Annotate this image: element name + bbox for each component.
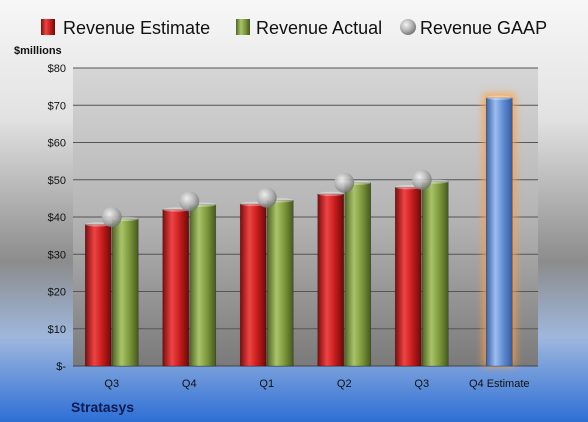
x-tick-label: Q4 Estimate	[469, 378, 530, 390]
bars	[84, 93, 516, 367]
bar-revenue-actual	[421, 181, 449, 367]
x-tick-label: Q1	[259, 378, 274, 390]
x-tick-label: Q3	[104, 378, 119, 390]
marker-revenue-gaap	[179, 191, 200, 212]
bar-q4-estimate	[485, 97, 513, 367]
y-tick-label: $20	[48, 287, 66, 299]
legend-label-revenue-estimate: Revenue Estimate	[63, 18, 210, 38]
y-tick-label: $70	[48, 100, 66, 112]
bar-top-cap	[317, 191, 344, 197]
legend-label-revenue-gaap: Revenue GAAP	[420, 18, 547, 38]
marker-revenue-gaap	[101, 207, 122, 227]
legend: Revenue Estimate Revenue Actual Revenue …	[41, 18, 547, 38]
bar-top-cap	[486, 95, 513, 101]
y-tick-label: $60	[48, 138, 66, 150]
x-tick-label: Q2	[337, 378, 352, 390]
x-axis-ticks: Q3 Q4 Q1 Q2 Q3 Q4 Estimate	[104, 378, 529, 390]
y-tick-label: $40	[48, 212, 66, 224]
bar-revenue-estimate	[394, 186, 422, 367]
y-tick-label: $80	[48, 63, 66, 75]
y-tick-label: $-	[56, 361, 66, 373]
bar-revenue-estimate	[84, 224, 112, 367]
legend-label-revenue-actual: Revenue Actual	[256, 18, 382, 38]
bar-revenue-actual	[266, 199, 294, 367]
marker-revenue-gaap	[334, 172, 355, 193]
x-tick-label: Q3	[414, 378, 429, 390]
y-axis-unit-label: $millions	[14, 45, 62, 57]
y-tick-label: $50	[48, 175, 66, 187]
legend-swatch-revenue-actual	[236, 19, 250, 35]
bar-revenue-estimate	[162, 209, 190, 367]
company-name: Stratasys	[71, 399, 134, 415]
gridlines	[73, 67, 538, 367]
bar-revenue-estimate	[239, 203, 267, 367]
marker-revenue-gaap	[411, 169, 432, 190]
y-tick-label: $30	[48, 249, 66, 261]
x-tick-label: Q4	[182, 378, 197, 390]
bar-revenue-actual	[344, 182, 372, 367]
y-axis-ticks: $- $10 $20 $30 $40 $50 $60 $70 $80	[48, 63, 67, 373]
bar-revenue-estimate	[317, 193, 345, 367]
y-tick-label: $10	[48, 324, 66, 336]
bar-revenue-actual	[189, 204, 217, 367]
legend-swatch-revenue-gaap	[400, 19, 416, 35]
marker-revenue-gaap	[256, 187, 277, 208]
bar-revenue-actual	[111, 218, 139, 367]
gaap-markers	[101, 169, 432, 227]
legend-swatch-revenue-estimate	[41, 19, 55, 35]
